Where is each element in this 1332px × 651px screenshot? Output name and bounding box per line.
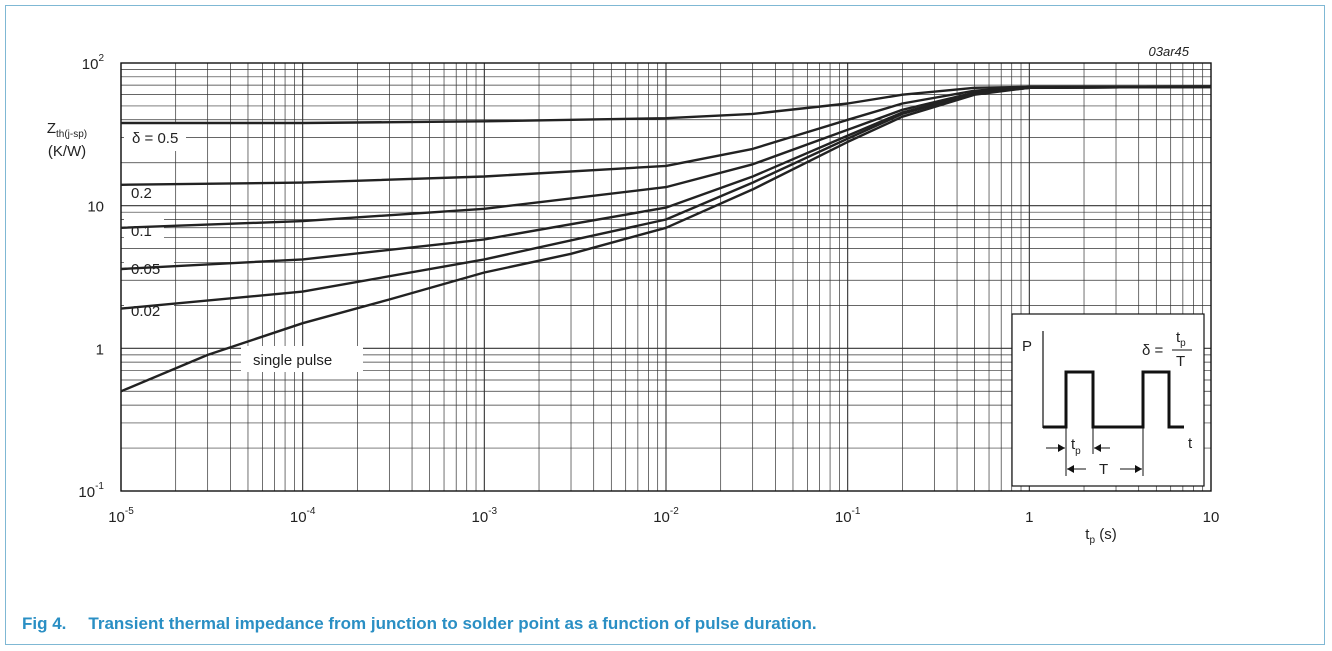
series-label: 0.02 — [131, 303, 160, 320]
plot-area-border — [120, 62, 1212, 492]
inset-delta-symbol: δ = — [1142, 342, 1164, 359]
inset-pulse-train — [1043, 370, 1184, 429]
x-tick-label: 10 — [1203, 509, 1220, 526]
series-line-1 — [120, 85, 1211, 186]
series-label-backdrop — [241, 346, 363, 372]
x-tick-label: 10-5 — [108, 506, 134, 526]
grid — [120, 63, 1211, 492]
inset-period-label: T — [1099, 461, 1108, 478]
series-label: 0.05 — [131, 261, 160, 278]
series-label: 0.1 — [131, 223, 152, 240]
figure-caption: Fig 4. Transient thermal impedance from j… — [22, 614, 817, 634]
figure-frame: 10-5 10-4 10-3 10-2 10-1 1 10 10-1 1 10 102 03ar4… — [5, 5, 1325, 645]
x-tick-label: 10-1 — [835, 506, 861, 526]
series-labels: δ = 0.5 0.2 0.1 0.05 0.02 single pulse — [131, 130, 332, 369]
figure-id: 03ar45 — [1149, 44, 1190, 59]
x-tick-labels: 10-5 10-4 10-3 10-2 10-1 1 10 — [108, 506, 1219, 526]
series-label-backdrop — [124, 123, 186, 151]
x-tick-label: 1 — [1025, 509, 1033, 526]
inset-t-label: t — [1188, 435, 1193, 452]
series-label-backdrop — [124, 181, 164, 203]
x-tick-label: 10-3 — [472, 506, 498, 526]
y-tick-label: 102 — [82, 53, 105, 73]
y-axis-unit: (K/W) — [48, 143, 86, 160]
x-tick-label: 10-4 — [290, 506, 316, 526]
series-label: single pulse — [253, 352, 332, 369]
pulse-inset: P t tp T δ = tp T — [1011, 313, 1205, 487]
y-tick-label: 1 — [96, 341, 104, 358]
inset-p-label: P — [1022, 338, 1032, 355]
series-label-backdrop — [124, 298, 174, 320]
chart: 10-5 10-4 10-3 10-2 10-1 1 10 10-1 1 10 102 03ar4… — [47, 44, 1219, 546]
y-tick-label: 10-1 — [78, 481, 104, 501]
series-label: 0.2 — [131, 185, 152, 202]
curves — [120, 85, 1212, 393]
x-axis-label: tp (s) — [1085, 526, 1116, 546]
series-label-backdrop — [124, 219, 164, 241]
inset-fraction-numerator: tp — [1176, 329, 1186, 349]
x-tick-label: 10-2 — [653, 506, 679, 526]
inset-fraction-denominator: T — [1176, 353, 1185, 370]
y-axis-label: Zth(j-sp) — [47, 120, 87, 140]
y-tick-label: 10 — [87, 199, 104, 216]
series-label: δ = 0.5 — [132, 130, 178, 147]
y-tick-labels: 10-1 1 10 102 — [78, 53, 104, 501]
caption-label: Fig 4. — [22, 614, 67, 633]
caption-text: Transient thermal impedance from junctio… — [88, 614, 817, 633]
inset-tp-label: tp — [1071, 436, 1081, 457]
series-line-5 — [120, 85, 1212, 393]
inset-box — [1011, 313, 1205, 487]
series-line-0 — [121, 85, 1211, 125]
